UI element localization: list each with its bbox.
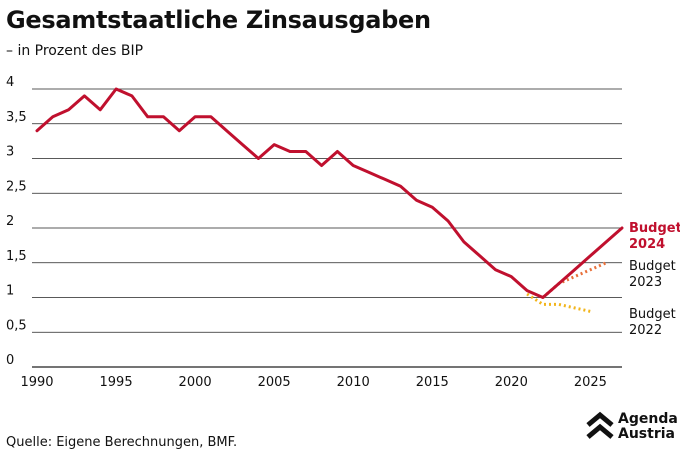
series-layer: [35, 87, 624, 313]
x-tick-label: 1995: [100, 375, 133, 390]
y-tick-label: 2,5: [6, 179, 27, 194]
source-note: Quelle: Eigene Berechnungen, BMF.: [6, 435, 238, 450]
agenda-austria-logo-icon: [586, 411, 614, 439]
chart-title: Gesamtstaatliche Zinsausgaben: [6, 6, 431, 34]
y-tick-label: 0,5: [6, 318, 27, 333]
logo-line-1: Agenda: [618, 411, 678, 427]
y-tick-label: 4: [6, 75, 14, 90]
legend-label: Budget: [629, 307, 676, 322]
logo-line-2: Austria: [618, 426, 675, 442]
legend-label: Budget: [629, 259, 676, 274]
y-tick-label: 0: [6, 353, 14, 368]
legend-label: 2022: [629, 323, 662, 338]
x-tick-label: 2000: [179, 375, 212, 390]
legend-label: 2023: [629, 275, 662, 290]
x-tick-label: 2015: [416, 375, 449, 390]
chart-subtitle: – in Prozent des BIP: [6, 43, 144, 59]
y-tick-label: 3,5: [6, 110, 27, 125]
logo-wordmark: Agenda Austria: [618, 412, 678, 442]
x-tick-label: 2005: [258, 375, 291, 390]
y-tick-label: 1: [6, 284, 14, 299]
legend-label: 2024: [629, 237, 665, 252]
series-line: [35, 87, 624, 299]
y-tick-label: 2: [6, 214, 14, 229]
y-tick-label: 1,5: [6, 249, 27, 264]
x-tick-label: 2010: [337, 375, 370, 390]
grid-layer: [32, 88, 622, 368]
series-line: [526, 292, 591, 313]
x-tick-label: 2025: [574, 375, 607, 390]
x-tick-label: 2020: [495, 375, 528, 390]
x-tick-label: 1990: [20, 375, 53, 390]
series-line: [541, 261, 607, 299]
axis-layer: 0 0,5 1 1,5 2 2,5 3 3,5 4 1990 1995 2000 2005 2010 201…: [6, 75, 607, 390]
y-tick-label: 3: [6, 145, 14, 160]
legend-label: Budget: [629, 221, 680, 236]
